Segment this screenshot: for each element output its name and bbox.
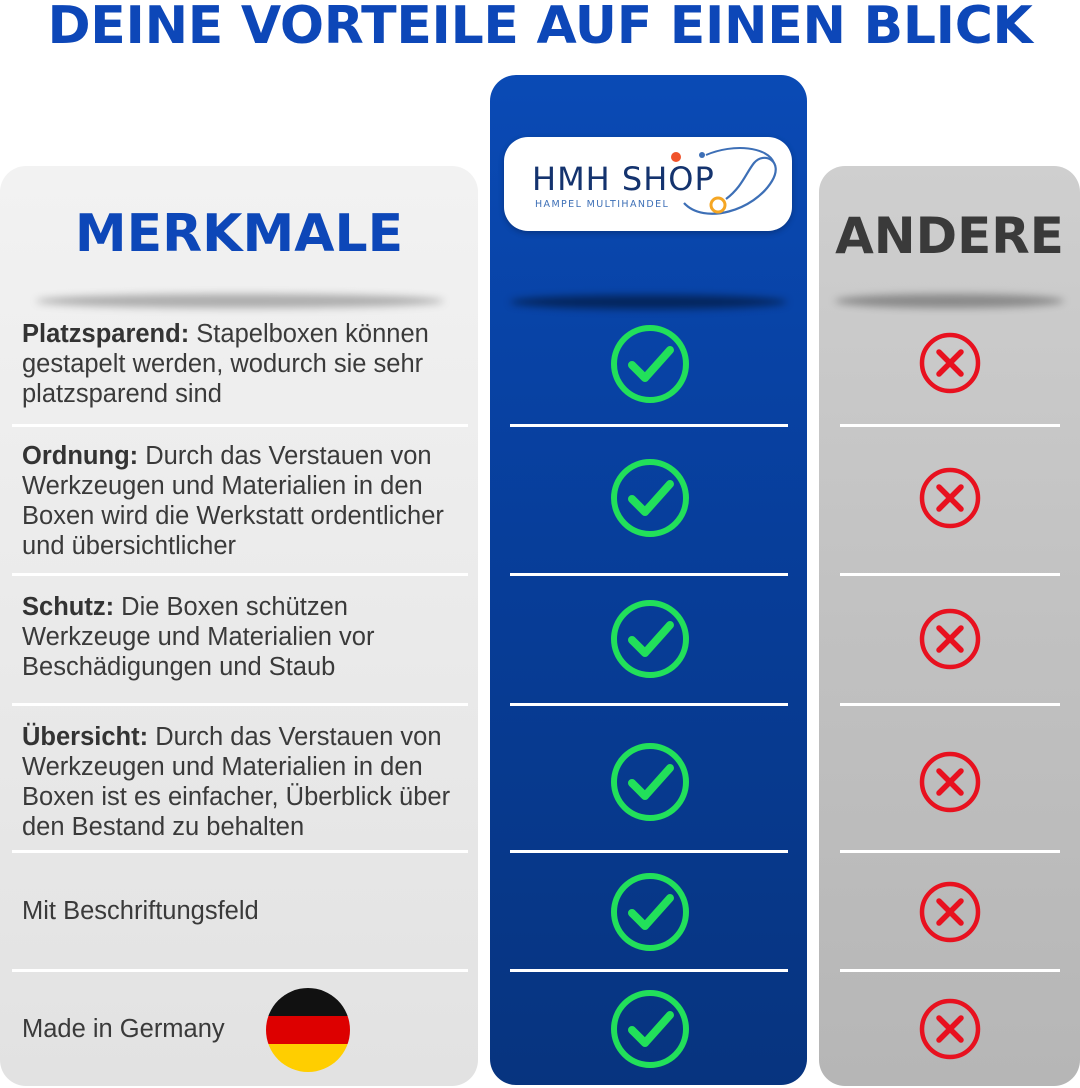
feature-label: Übersicht: [22,723,149,751]
check-circle-icon [611,459,689,537]
x-circle-icon [919,332,981,394]
feature-row-3: Schutz: Die Boxen schützen Werkzeuge und… [22,592,482,682]
others-column: ANDERE [819,166,1080,1086]
row-divider [510,424,788,427]
x-circle-icon [919,608,981,670]
row-divider [12,573,468,576]
feature-label: Ordnung: [22,442,139,470]
row-divider [840,573,1060,576]
row-divider [840,424,1060,427]
feature-text: Durch das Verstauen von Werkzeugen und M… [22,723,451,841]
feature-label: Platzsparend: [22,320,190,348]
x-circle-icon [919,881,981,943]
feature-label: Schutz: [22,593,115,621]
brand-logo: HMH SHOP HAMPEL MULTIHANDEL [504,137,792,231]
others-column-title: ANDERE [835,207,1064,265]
feature-row-4: Übersicht: Durch das Verstauen von Werkz… [22,722,482,842]
row-divider [12,969,468,972]
row-divider [12,703,468,706]
check-circle-icon [611,990,689,1068]
feature-text: Stapelboxen können gestapelt werden, wod… [22,320,429,408]
feature-row-1: Platzsparend: Stapelboxen können gestape… [22,319,482,409]
x-circle-icon [919,998,981,1060]
row-divider [510,703,788,706]
check-circle-icon [611,325,689,403]
germany-flag-icon [266,988,350,1072]
row-divider [840,703,1060,706]
features-column: MERKMALE [0,166,478,1086]
feature-row-6: Made in Germany [22,1014,482,1044]
x-circle-icon [919,751,981,813]
check-circle-icon [611,873,689,951]
features-column-title: MERKMALE [74,204,404,264]
check-circle-icon [611,743,689,821]
others-header-shadow [835,294,1064,308]
check-circle-icon [611,600,689,678]
row-divider [510,969,788,972]
brand-logo-tagline: HAMPEL MULTIHANDEL [535,199,670,210]
feature-text: Mit Beschriftungsfeld [22,897,259,925]
feature-text: Die Boxen schützen Werkzeuge und Materia… [22,593,375,681]
brand-header-shadow [510,295,787,309]
brand-logo-name: HMH SHOP [532,160,715,198]
row-divider [840,850,1060,853]
row-divider [510,850,788,853]
row-divider [840,969,1060,972]
feature-row-5: Mit Beschriftungsfeld [22,896,482,926]
feature-text: Made in Germany [22,1015,225,1043]
feature-text: Durch das Verstauen von Werkzeugen und M… [22,442,444,560]
feature-row-2: Ordnung: Durch das Verstauen von Werkzeu… [22,441,482,561]
row-divider [12,424,468,427]
x-circle-icon [919,467,981,529]
row-divider [12,850,468,853]
row-divider [510,573,788,576]
page-heading: DEINE VORTEILE AUF EINEN BLICK [47,0,1033,56]
brand-column: HMH SHOP HAMPEL MULTIHANDEL [490,75,807,1085]
features-header-shadow [36,294,444,308]
logo-swoosh-icon [671,147,777,215]
